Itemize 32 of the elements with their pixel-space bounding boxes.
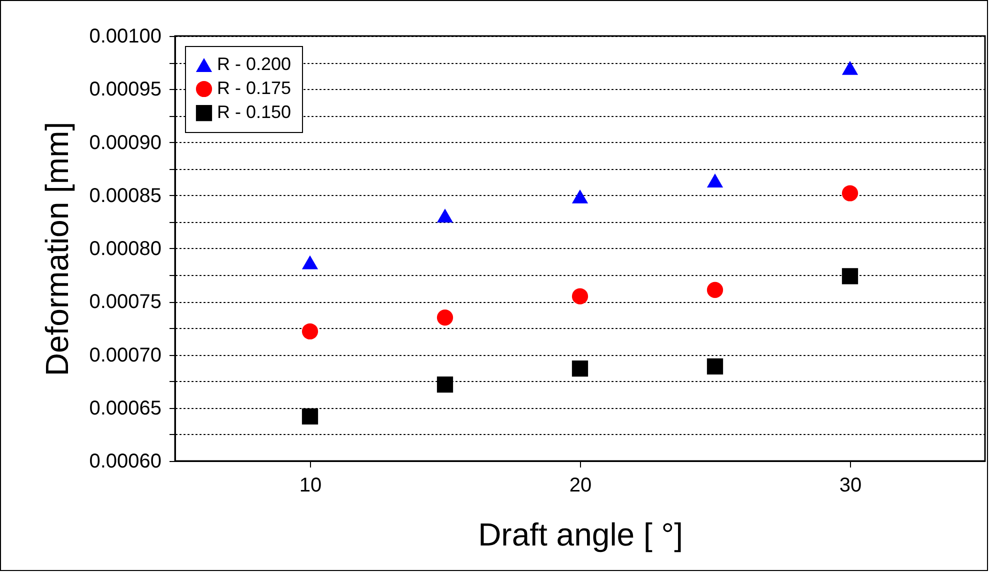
y-tick-label: 0.00090	[89, 132, 162, 154]
point	[572, 360, 588, 377]
point	[842, 268, 858, 284]
x-tick-label: 30	[839, 474, 862, 496]
point	[706, 282, 724, 298]
point	[572, 288, 588, 304]
point	[302, 323, 318, 340]
legend-label: R - 0.150	[217, 102, 292, 122]
point	[706, 174, 724, 188]
y-tick-label: 0.00065	[89, 397, 162, 420]
point	[302, 255, 318, 270]
y-tick-label: 0.00070	[89, 344, 162, 366]
point	[302, 408, 318, 424]
point	[706, 358, 724, 374]
point	[436, 208, 454, 223]
x-axis-title: Draft angle [ °]	[478, 516, 683, 552]
legend-label: R - 0.175	[217, 78, 292, 98]
x-tick-label: 10	[299, 474, 322, 496]
point	[436, 376, 454, 393]
y-tick-label: 0.00085	[89, 184, 162, 207]
y-tick-label: 0.00100	[89, 26, 162, 48]
legend-label: R - 0.200	[217, 54, 292, 74]
point	[842, 185, 858, 202]
y-axis-title: Deformation [mm]	[39, 122, 76, 376]
point	[842, 60, 858, 75]
point	[572, 189, 588, 204]
y-tick-label: 0.00095	[89, 78, 162, 101]
y-tick-label: 0.00080	[89, 238, 162, 260]
y-tick-label: 0.00060	[89, 450, 162, 472]
y-tick-label: 0.00075	[89, 291, 162, 314]
x-tick-label: 20	[569, 474, 592, 496]
point	[436, 310, 454, 326]
